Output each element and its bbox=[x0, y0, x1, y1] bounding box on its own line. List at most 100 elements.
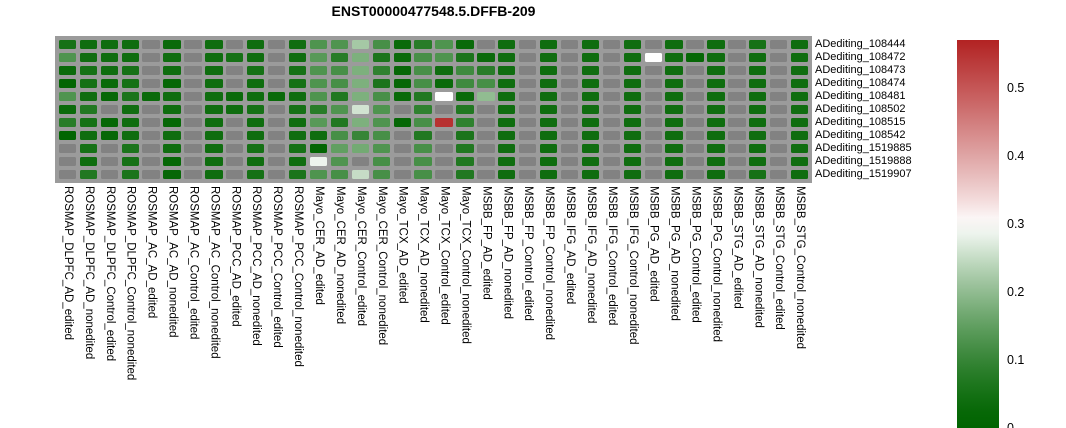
heatmap-cell bbox=[623, 39, 641, 50]
heatmap-cell bbox=[372, 117, 390, 128]
heatmap-cell bbox=[707, 117, 725, 128]
heatmap-cell bbox=[288, 143, 307, 154]
heatmap-cell-na bbox=[519, 52, 537, 63]
heatmap-cell-na bbox=[560, 117, 579, 128]
heatmap-cell bbox=[288, 78, 307, 89]
heatmap-cell-na bbox=[770, 52, 788, 63]
heatmap-cell bbox=[351, 78, 369, 89]
heatmap-cell bbox=[247, 169, 265, 180]
heatmap-cell-na bbox=[58, 156, 77, 167]
heatmap-cell bbox=[372, 156, 390, 167]
heatmap-cell bbox=[372, 169, 390, 180]
heatmap-cell bbox=[351, 52, 369, 63]
heatmap-cell bbox=[623, 130, 641, 141]
heatmap-cell bbox=[58, 78, 77, 89]
heatmap-cell bbox=[414, 39, 432, 50]
heatmap-cell bbox=[707, 65, 725, 76]
heatmap-cell bbox=[623, 104, 641, 115]
heatmap-cell bbox=[121, 65, 139, 76]
heatmap-cell bbox=[791, 39, 809, 50]
heatmap-cell bbox=[372, 65, 390, 76]
heatmap-cell-na bbox=[268, 65, 286, 76]
heatmap-cell-na bbox=[142, 104, 160, 115]
heatmap-cell bbox=[330, 104, 349, 115]
heatmap-cell-na bbox=[184, 143, 202, 154]
heatmap-cell bbox=[665, 39, 683, 50]
heatmap-cell-na bbox=[142, 39, 160, 50]
heatmap-cell bbox=[539, 91, 558, 102]
heatmap-cell bbox=[309, 78, 328, 89]
heatmap-cell bbox=[581, 156, 600, 167]
heatmap-cell-na bbox=[644, 143, 662, 154]
column-label: ROSMAP_PCC_Control_nonedited bbox=[292, 186, 305, 367]
heatmap-cell bbox=[623, 117, 641, 128]
heatmap-cell-na bbox=[686, 104, 704, 115]
heatmap-cell-na bbox=[226, 130, 244, 141]
heatmap-cell bbox=[205, 52, 223, 63]
heatmap-cell bbox=[288, 39, 307, 50]
heatmap-cell-na bbox=[184, 156, 202, 167]
heatmap-cell-na bbox=[100, 169, 118, 180]
heatmap-cell bbox=[79, 143, 98, 154]
heatmap-cell-na bbox=[100, 156, 118, 167]
heatmap-cell-na bbox=[226, 117, 244, 128]
heatmap-cell bbox=[393, 78, 411, 89]
heatmap-cell bbox=[623, 52, 641, 63]
heatmap-cell bbox=[414, 52, 432, 63]
heatmap-cell-na bbox=[477, 130, 495, 141]
heatmap-cell bbox=[644, 52, 662, 63]
heatmap-cell bbox=[330, 65, 349, 76]
heatmap-cell bbox=[393, 52, 411, 63]
heatmap-cell bbox=[121, 91, 139, 102]
column-label: MSBB_PG_AD_nonedited bbox=[668, 186, 681, 321]
heatmap-cell bbox=[309, 169, 328, 180]
heatmap-cell bbox=[665, 169, 683, 180]
column-label: ROSMAP_PCC_Control_edited bbox=[271, 186, 284, 348]
heatmap-cell bbox=[539, 143, 558, 154]
heatmap-cell-na bbox=[142, 156, 160, 167]
heatmap-cell bbox=[79, 117, 98, 128]
heatmap-cell bbox=[205, 39, 223, 50]
row-label: ADediting_1519885 bbox=[815, 142, 912, 154]
heatmap-cell bbox=[707, 156, 725, 167]
heatmap-cell-na bbox=[560, 65, 579, 76]
heatmap-cell bbox=[623, 65, 641, 76]
heatmap-cell bbox=[749, 169, 767, 180]
heatmap-cell bbox=[163, 117, 181, 128]
row-label: ADediting_108472 bbox=[815, 51, 906, 63]
column-label: ROSMAP_AC_AD_edited bbox=[145, 186, 158, 319]
heatmap-cell bbox=[247, 104, 265, 115]
heatmap-cell bbox=[707, 91, 725, 102]
heatmap-cell bbox=[79, 78, 98, 89]
heatmap-cell-na bbox=[142, 117, 160, 128]
heatmap-cell bbox=[498, 130, 516, 141]
column-label: ROSMAP_PCC_AD_edited bbox=[229, 186, 242, 327]
column-label: Mayo_TCX_Control_edited bbox=[438, 186, 451, 325]
heatmap-cell bbox=[581, 39, 600, 50]
column-label: Mayo_CER_AD_edited bbox=[313, 186, 325, 305]
heatmap-cell bbox=[100, 78, 118, 89]
heatmap-cell-na bbox=[435, 143, 453, 154]
heatmap-cell bbox=[121, 78, 139, 89]
heatmap-cell bbox=[58, 39, 77, 50]
heatmap-cell-na bbox=[686, 39, 704, 50]
heatmap-cell bbox=[205, 104, 223, 115]
heatmap-cell bbox=[288, 104, 307, 115]
column-label: MSBB_FP_AD_edited bbox=[480, 186, 493, 300]
heatmap-cell bbox=[351, 143, 369, 154]
heatmap-cell-na bbox=[602, 65, 621, 76]
heatmap-cell bbox=[351, 65, 369, 76]
heatmap-cell bbox=[749, 117, 767, 128]
heatmap-cell bbox=[163, 156, 181, 167]
column-label: MSBB_FP_AD_nonedited bbox=[501, 186, 514, 319]
heatmap-cell-na bbox=[644, 39, 662, 50]
heatmap-cell-na bbox=[770, 169, 788, 180]
heatmap-cell bbox=[581, 104, 600, 115]
heatmap-cell-na bbox=[184, 117, 202, 128]
heatmap-cell bbox=[351, 117, 369, 128]
heatmap-cell-na bbox=[602, 52, 621, 63]
heatmap-cell bbox=[79, 130, 98, 141]
heatmap-cell bbox=[58, 52, 77, 63]
heatmap-cell bbox=[707, 78, 725, 89]
heatmap-cell-na bbox=[268, 78, 286, 89]
